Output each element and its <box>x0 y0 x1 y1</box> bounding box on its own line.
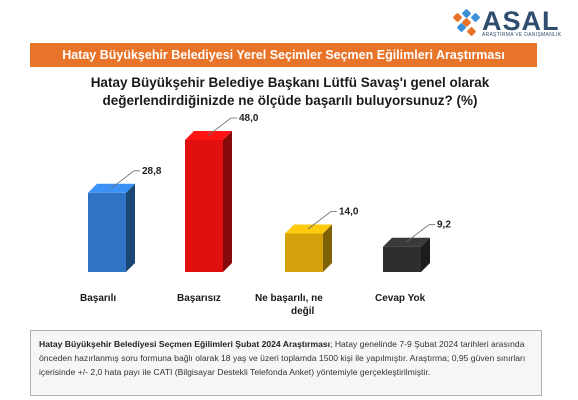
bar-chart: 28,8 Başarılı 48,0 Başarısız 14,0 Ne başarılı… <box>80 113 451 317</box>
bar-2 <box>285 233 323 272</box>
category-label-3: Cevap Yok <box>375 293 426 304</box>
leader-line-1 <box>207 117 237 136</box>
bar-3 <box>383 246 421 272</box>
methodology-note-text: ; Hatay genelinde 7-9 Şubat 2024 tarihle… <box>39 339 526 377</box>
bar-side-3 <box>421 237 430 272</box>
leader-line-3 <box>405 224 435 243</box>
value-label-0: 28,8 <box>142 166 162 177</box>
value-label-3: 9,2 <box>437 220 451 231</box>
category-label-0: Başarılı <box>80 293 116 304</box>
question-title: Hatay Büyükşehir Belediye Başkanı Lütfü … <box>40 74 540 110</box>
brand-tagline: ARAŞTIRMA VE DANIŞMANLIK <box>482 32 562 38</box>
methodology-note: Hatay Büyükşehir Belediyesi Seçmen Eğili… <box>30 330 542 396</box>
category-label-2-line-1: değil <box>291 306 315 317</box>
question-line-1: Hatay Büyükşehir Belediye Başkanı Lütfü … <box>90 75 490 90</box>
bar-side-0 <box>126 183 135 272</box>
value-label-2: 14,0 <box>339 207 359 218</box>
question-line-2: değerlendirdiğinizde ne ölçüde başarılı … <box>102 93 478 108</box>
bar-1 <box>185 140 223 272</box>
category-label-1: Başarısız <box>177 293 221 304</box>
asal-logo-icon <box>453 9 480 36</box>
bar-side-2 <box>323 224 332 272</box>
methodology-note-title: Hatay Büyükşehir Belediyesi Seçmen Eğili… <box>39 339 331 349</box>
value-label-1: 48,0 <box>239 113 259 124</box>
leader-line-2 <box>307 211 337 230</box>
leader-line-0 <box>110 170 140 189</box>
bar-side-1 <box>223 131 232 272</box>
survey-title-banner: Hatay Büyükşehir Belediyesi Yerel Seçiml… <box>30 43 537 67</box>
brand-name: ASAL <box>482 6 560 36</box>
bar-0 <box>88 192 126 272</box>
category-label-2-line-0: Ne başarılı, ne <box>255 293 323 304</box>
